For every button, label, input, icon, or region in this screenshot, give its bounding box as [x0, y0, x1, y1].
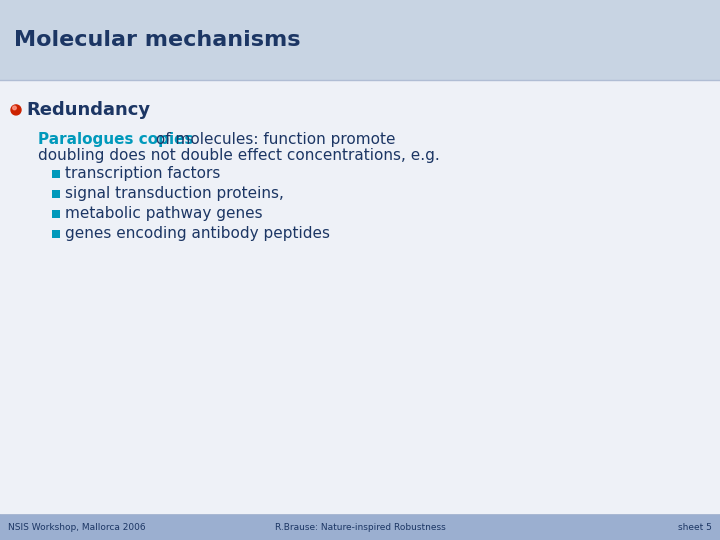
Circle shape — [13, 106, 17, 110]
Text: Molecular mechanisms: Molecular mechanisms — [14, 30, 300, 50]
Text: metabolic pathway genes: metabolic pathway genes — [65, 206, 263, 221]
Bar — [52, 210, 60, 218]
Text: transcription factors: transcription factors — [65, 166, 220, 181]
Text: Redundancy: Redundancy — [26, 101, 150, 119]
Bar — [52, 170, 60, 178]
Text: doubling does not double effect concentrations, e.g.: doubling does not double effect concentr… — [38, 148, 440, 163]
Text: R.Brause: Nature-inspired Robustness: R.Brause: Nature-inspired Robustness — [274, 523, 446, 531]
Text: sheet 5: sheet 5 — [678, 523, 712, 531]
Text: signal transduction proteins,: signal transduction proteins, — [65, 186, 284, 201]
Bar — [52, 230, 60, 238]
Bar — [52, 190, 60, 198]
Circle shape — [11, 105, 21, 115]
Bar — [0, 0, 720, 80]
Text: of molecules: function promote: of molecules: function promote — [151, 132, 395, 147]
Text: NSIS Workshop, Mallorca 2006: NSIS Workshop, Mallorca 2006 — [8, 523, 145, 531]
Text: Paralogues copies: Paralogues copies — [38, 132, 194, 147]
Bar — [0, 514, 720, 540]
Text: genes encoding antibody peptides: genes encoding antibody peptides — [65, 226, 330, 241]
